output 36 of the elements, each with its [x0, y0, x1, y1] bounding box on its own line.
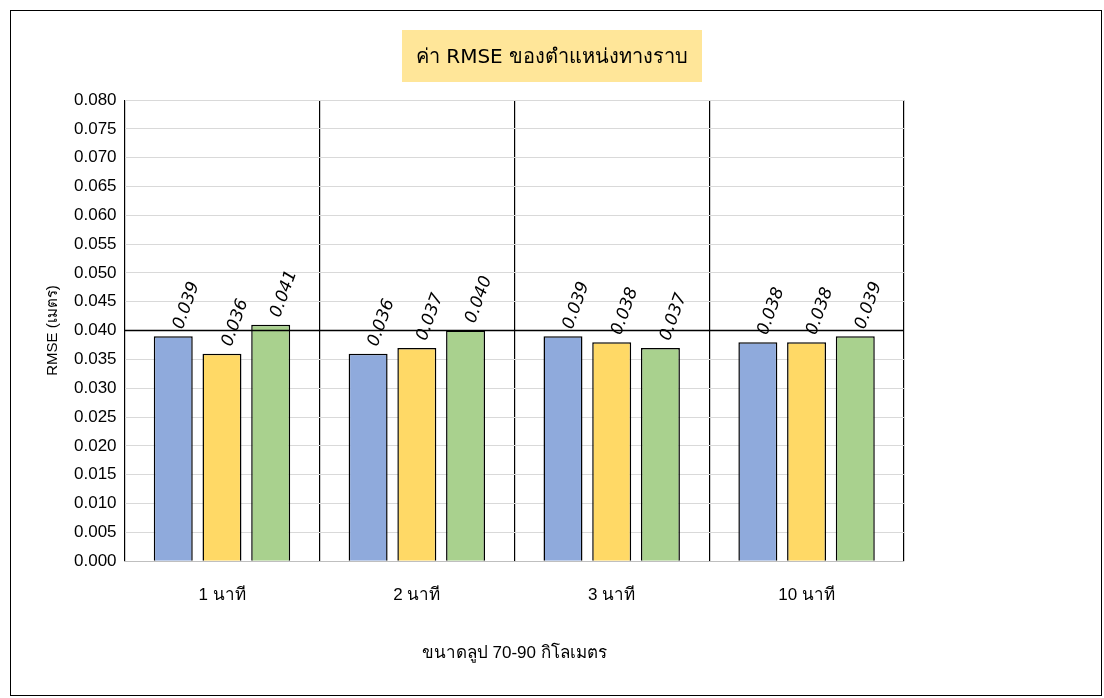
y-tick-label: 0.040 [73, 320, 117, 340]
chart-title: ค่า RMSE ของตำแหน่งทางราบ [401, 30, 703, 82]
y-tick-label: 0.055 [73, 233, 117, 253]
data-label: 0.040 [459, 272, 496, 326]
y-tick-label: 0.045 [73, 291, 117, 311]
y-tick-label: 0.050 [73, 262, 117, 282]
data-label: 0.038 [605, 284, 642, 338]
data-label: 0.036 [216, 295, 252, 349]
x-axis-title: ขนาดลูป 70-90 กิโลเมตร [421, 642, 607, 664]
data-label: 0.039 [849, 278, 885, 332]
y-tick-label: 0.000 [73, 550, 117, 570]
x-tick-label: 2 นาที [393, 585, 441, 605]
data-label: 0.037 [410, 290, 447, 343]
y-tick-label: 0.020 [73, 435, 117, 455]
x-tick-label: 3 นาที [588, 585, 636, 605]
data-label: 0.039 [557, 278, 593, 332]
data-label: 0.041 [264, 267, 301, 320]
x-tick-label: 10 นาที [778, 585, 835, 605]
y-tick-label: 0.030 [73, 377, 117, 397]
y-tick-label: 0.075 [73, 118, 117, 138]
y-tick-label: 0.010 [73, 493, 117, 513]
y-tick-label: 0.015 [73, 464, 117, 484]
y-tick-label: 0.080 [73, 89, 117, 109]
data-label: 0.038 [800, 284, 837, 338]
data-label: 0.037 [654, 290, 691, 343]
y-tick-label: 0.060 [73, 204, 117, 224]
y-tick-label: 0.035 [73, 349, 117, 369]
data-label: 0.036 [362, 295, 398, 349]
data-label: 0.038 [751, 284, 788, 338]
y-tick-label: 0.025 [73, 406, 117, 426]
y-tick-label: 0.070 [73, 147, 117, 167]
y-tick-label: 0.065 [73, 176, 117, 196]
x-tick-label: 1 นาที [198, 585, 246, 605]
y-tick-label: 0.005 [73, 522, 117, 542]
data-label: 0.039 [167, 278, 203, 332]
y-axis-title: RMSE (เมตร) [43, 285, 61, 376]
